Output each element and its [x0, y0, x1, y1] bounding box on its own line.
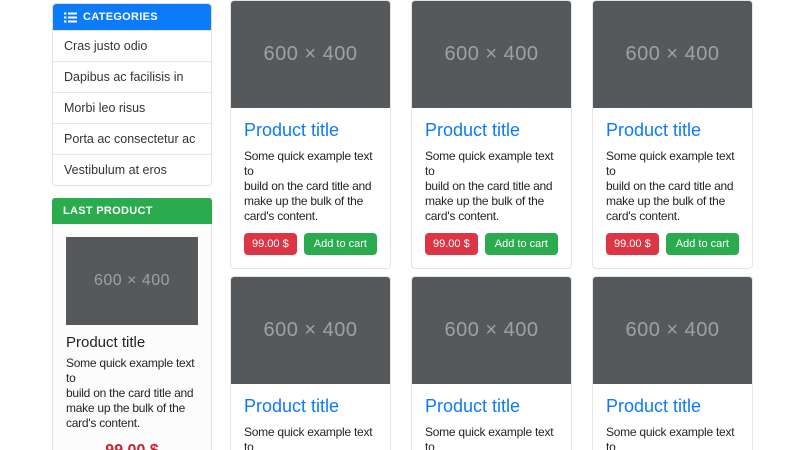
categories-panel: CATEGORIES Cras justo odio Dapibus ac fa…	[52, 3, 212, 186]
product-image-placeholder: 600 × 400	[66, 237, 198, 325]
product-description: Some quick example text to build on the …	[66, 356, 195, 430]
product-image-placeholder: 600 × 400	[412, 277, 571, 384]
product-title: Product title	[66, 334, 146, 351]
add-to-cart-button[interactable]: Add to cart	[665, 233, 739, 255]
product-actions: 99.00 $ Add to cart	[244, 233, 377, 255]
product-title-link[interactable]: Product title	[425, 396, 521, 416]
price-button[interactable]: 99.00 $	[606, 233, 659, 255]
product-grid: 600 × 400 Product title Some quick examp…	[230, 0, 753, 450]
product-image-placeholder: 600 × 400	[593, 1, 752, 108]
product-image-placeholder: 600 × 400	[231, 277, 390, 384]
categories-header: CATEGORIES	[53, 4, 211, 30]
product-card: 600 × 400 Product title Some quick examp…	[230, 276, 391, 450]
last-product-title: LAST PRODUCT	[63, 205, 153, 217]
product-description: Some quick example text to build on the …	[606, 149, 735, 223]
product-card-body: Product title Some quick example text to…	[231, 108, 390, 268]
product-description: Some quick example text to build on the …	[425, 425, 554, 450]
product-image-placeholder: 600 × 400	[412, 1, 571, 108]
product-card-body: Product title Some quick example text to…	[231, 384, 390, 450]
price-button[interactable]: 99.00 $	[425, 233, 478, 255]
add-to-cart-button[interactable]: Add to cart	[484, 233, 558, 255]
sidebar-item-category-4[interactable]: Porta ac consectetur ac	[53, 123, 211, 154]
sidebar: CATEGORIES Cras justo odio Dapibus ac fa…	[52, 3, 212, 450]
last-product-panel: LAST PRODUCT 600 × 400 Product title Som…	[52, 198, 212, 450]
sidebar-item-category-3[interactable]: Morbi leo risus	[53, 92, 211, 123]
sidebar-item-category-1[interactable]: Cras justo odio	[53, 30, 211, 61]
add-to-cart-button[interactable]: Add to cart	[303, 233, 377, 255]
product-title-link[interactable]: Product title	[244, 396, 340, 416]
product-title-link[interactable]: Product title	[606, 396, 702, 416]
product-card-body: Product title Some quick example text to…	[412, 384, 571, 450]
list-icon	[64, 12, 77, 23]
product-description: Some quick example text to build on the …	[244, 425, 373, 450]
product-card: 600 × 400 Product title Some quick examp…	[230, 0, 391, 269]
product-card: 600 × 400 Product title Some quick examp…	[592, 0, 753, 269]
product-image-placeholder: 600 × 400	[231, 1, 390, 108]
product-price: 99.00 $	[66, 442, 198, 450]
product-card: 600 × 400 Product title Some quick examp…	[411, 0, 572, 269]
last-product-header: LAST PRODUCT	[52, 198, 212, 224]
product-title-link[interactable]: Product title	[244, 120, 340, 140]
product-card-body: Product title Some quick example text to…	[412, 108, 571, 268]
product-card-body: Product title Some quick example text to…	[593, 384, 752, 450]
product-title-link[interactable]: Product title	[606, 120, 702, 140]
product-card: 600 × 400 Product title Some quick examp…	[411, 276, 572, 450]
product-description: Some quick example text to build on the …	[425, 149, 554, 223]
sidebar-item-category-2[interactable]: Dapibus ac facilisis in	[53, 61, 211, 92]
price-button[interactable]: 99.00 $	[244, 233, 297, 255]
product-description: Some quick example text to build on the …	[244, 149, 373, 223]
product-actions: 99.00 $ Add to cart	[606, 233, 739, 255]
product-description: Some quick example text to build on the …	[606, 425, 735, 450]
last-product-body: 600 × 400 Product title Some quick examp…	[52, 224, 212, 450]
product-card-body: Product title Some quick example text to…	[593, 108, 752, 268]
product-image-placeholder: 600 × 400	[593, 277, 752, 384]
product-title-link[interactable]: Product title	[425, 120, 521, 140]
product-actions: 99.00 $ Add to cart	[425, 233, 558, 255]
categories-title: CATEGORIES	[83, 11, 158, 23]
sidebar-item-category-5[interactable]: Vestibulum at eros	[53, 154, 211, 185]
product-card: 600 × 400 Product title Some quick examp…	[592, 276, 753, 450]
